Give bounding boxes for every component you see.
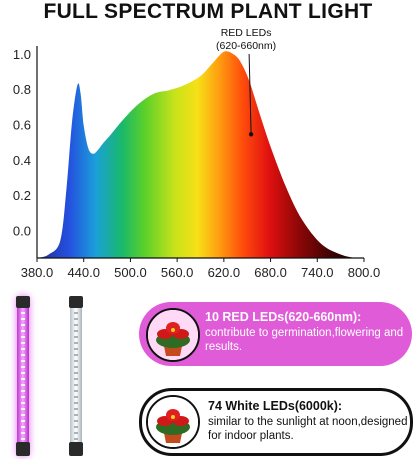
y-tick-label: 0.8 xyxy=(13,82,31,97)
annotation-marker xyxy=(248,132,254,137)
spectrum-area xyxy=(37,51,364,259)
poinsettia-plant-icon xyxy=(146,395,200,449)
red-led-feature-card: 10 RED LEDs(620-660nm): contribute to ge… xyxy=(139,302,412,366)
red-led-tube-image xyxy=(16,296,30,456)
red-led-feature-description: contribute to germination,flowering and … xyxy=(205,327,404,353)
red-led-feature-title: 10 RED LEDs(620-660nm): xyxy=(205,310,362,324)
x-tick-label: 380.0 xyxy=(21,265,54,280)
page-title: FULL SPECTRUM PLANT LIGHT xyxy=(43,0,373,23)
x-tick-label: 740.0 xyxy=(301,265,334,280)
y-tick-label: 0.4 xyxy=(13,153,31,168)
white-led-feature-description: similar to the sunlight at noon,designed… xyxy=(208,416,408,442)
annotation-leader-line xyxy=(248,53,252,135)
annotation-range-label: (620-660nm) xyxy=(216,40,276,52)
white-led-tube-image xyxy=(69,296,83,456)
y-tick-label: 1.0 xyxy=(13,47,31,62)
white-led-feature-card: 74 White LEDs(6000k): similar to the sun… xyxy=(139,388,413,456)
x-tick-label: 800.0 xyxy=(348,265,381,280)
x-tick-label: 680.0 xyxy=(254,265,287,280)
spectrum-chart: 1.0 0.8 0.6 0.4 0.2 0.0 380.0 440.0 500.0 560.0 62… xyxy=(13,27,381,280)
x-tick-label: 620.0 xyxy=(208,265,241,280)
x-tick-label: 440.0 xyxy=(67,265,100,280)
x-tick-label: 500.0 xyxy=(114,265,147,280)
poinsettia-plant-icon xyxy=(146,308,200,362)
white-led-feature-title: 74 White LEDs(6000k): xyxy=(208,399,343,413)
y-tick-label: 0.2 xyxy=(13,188,31,203)
y-tick-label: 0.6 xyxy=(13,118,31,133)
y-tick-label: 0.0 xyxy=(13,224,31,239)
x-tick-label: 560.0 xyxy=(161,265,194,280)
annotation-label: RED LEDs xyxy=(221,27,272,39)
